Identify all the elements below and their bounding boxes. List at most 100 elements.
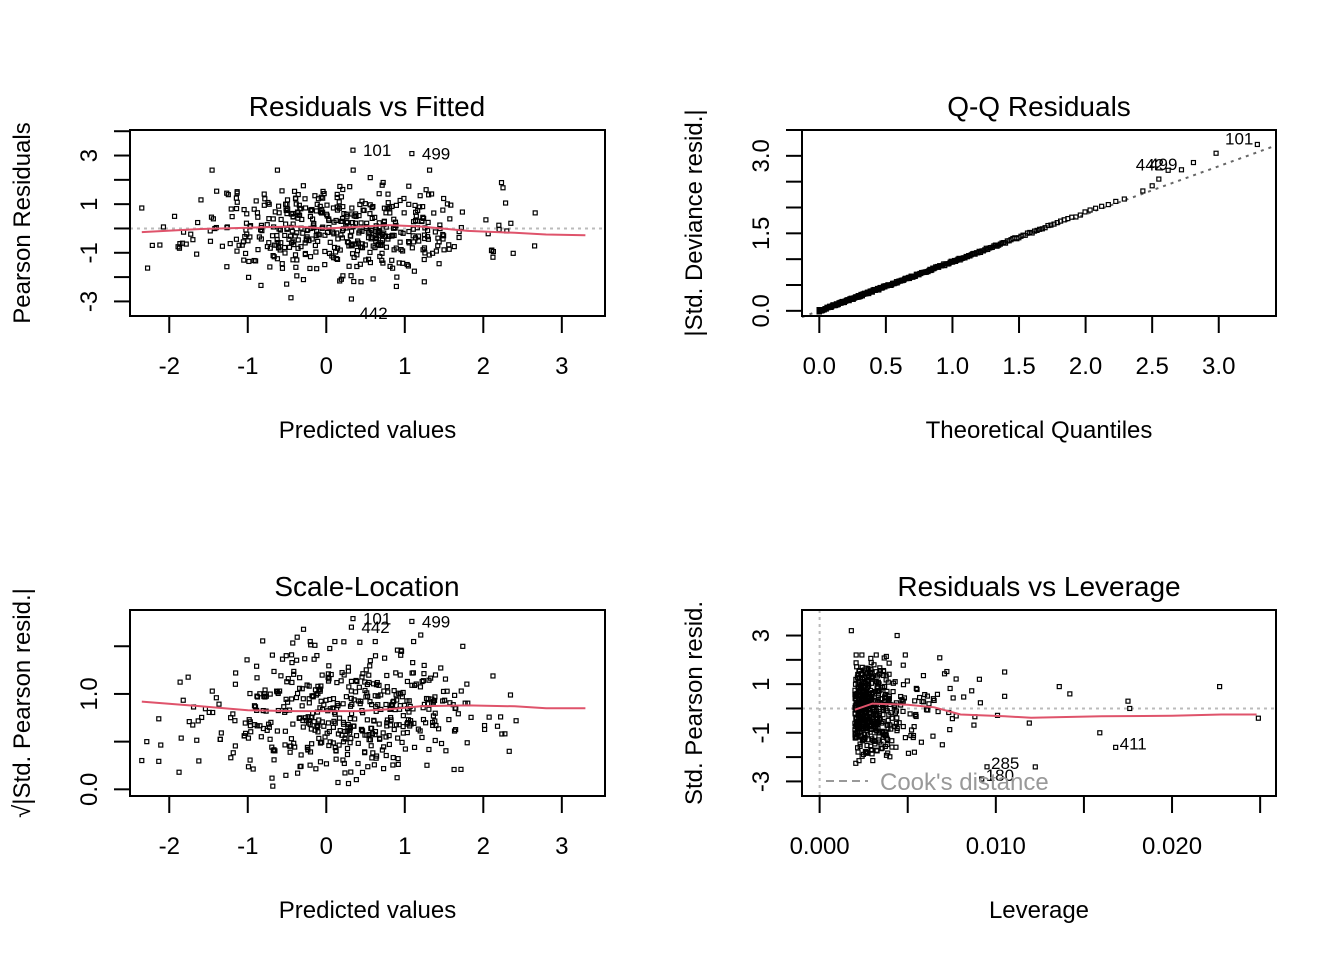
data-point [274, 167, 281, 173]
data-point [241, 733, 247, 739]
data-point [332, 638, 338, 645]
data-point [274, 256, 281, 262]
data-point [322, 232, 328, 238]
data-point [877, 665, 883, 671]
data-point [324, 730, 330, 736]
data-point [357, 639, 363, 645]
plot-frame [129, 129, 606, 317]
data-point [532, 210, 538, 216]
data-point [335, 779, 341, 786]
data-point [216, 701, 222, 707]
data-point [269, 652, 275, 658]
data-point [341, 639, 347, 645]
data-point [389, 203, 395, 210]
data-point [353, 733, 360, 739]
data-point [402, 746, 409, 752]
data-point [1127, 705, 1133, 712]
data-point [489, 247, 495, 253]
data-point [299, 216, 305, 223]
data-point [367, 175, 373, 181]
data-point [369, 701, 375, 708]
data-point [371, 762, 377, 768]
data-point [345, 668, 352, 674]
data-point [410, 239, 417, 245]
data-point [426, 677, 432, 683]
data-point [861, 713, 867, 719]
x-tick-label: 2 [477, 353, 490, 380]
data-point [177, 679, 183, 685]
data-point [1121, 196, 1127, 202]
data-point [283, 772, 289, 778]
data-point [279, 656, 286, 662]
data-point [390, 754, 396, 761]
data-point [416, 238, 422, 244]
data-point [269, 775, 275, 781]
data-point [417, 684, 424, 690]
data-point [406, 201, 412, 207]
data-point [279, 261, 285, 267]
data-point [889, 738, 895, 744]
data-point [282, 728, 288, 734]
data-point [393, 722, 399, 728]
data-point [395, 761, 401, 768]
data-point [853, 760, 859, 766]
data-point [260, 638, 266, 644]
data-point [323, 761, 330, 767]
cooks-distance-legend-label: Cook's distance [880, 769, 1049, 796]
chart-title: Scale-Location [274, 571, 459, 602]
data-point [386, 733, 392, 739]
data-point [426, 706, 432, 712]
data-point [330, 724, 336, 730]
data-point [283, 696, 289, 702]
data-point [386, 741, 392, 748]
x-tick-label: 2 [477, 833, 490, 860]
data-point [339, 218, 345, 224]
data-point [433, 248, 439, 254]
data-point [314, 652, 320, 659]
data-point [502, 731, 508, 737]
data-point [300, 230, 306, 236]
data-point [941, 671, 948, 677]
x-axis-label: Leverage [989, 897, 1089, 924]
data-point [1032, 764, 1038, 770]
data-point [190, 237, 196, 243]
data-point [880, 667, 887, 674]
data-point [347, 730, 353, 736]
data-point [926, 701, 932, 707]
y-axis-label: √|Std. Pearson resid.| [9, 588, 36, 818]
y-tick-label: 1.0 [76, 677, 103, 710]
data-point [296, 202, 302, 208]
data-point [199, 714, 205, 721]
data-point [333, 256, 339, 262]
data-point [287, 233, 294, 239]
data-point [304, 227, 310, 234]
data-point [356, 212, 362, 219]
data-point [240, 239, 246, 245]
data-point [388, 702, 395, 708]
data-point [330, 740, 336, 746]
data-point [441, 247, 447, 253]
data-point [196, 758, 202, 764]
data-point [368, 743, 374, 749]
data-point [315, 722, 321, 729]
data-point [398, 647, 404, 653]
data-point [258, 734, 264, 740]
data-point [1067, 691, 1073, 697]
data-point [879, 745, 885, 751]
data-point [366, 736, 372, 743]
point-label: 180 [986, 766, 1014, 785]
data-point [308, 714, 314, 721]
y-tick-label: -3 [76, 291, 103, 312]
data-point [304, 234, 310, 240]
x-tick-label: 3 [555, 353, 568, 380]
data-point [899, 697, 905, 703]
data-point [175, 244, 181, 250]
data-point [262, 196, 268, 202]
data-point [1217, 683, 1223, 690]
data-point [310, 693, 316, 699]
data-point [372, 638, 378, 645]
data-point [283, 221, 289, 227]
data-point [269, 233, 276, 239]
data-point [433, 722, 439, 729]
data-point [241, 206, 247, 213]
